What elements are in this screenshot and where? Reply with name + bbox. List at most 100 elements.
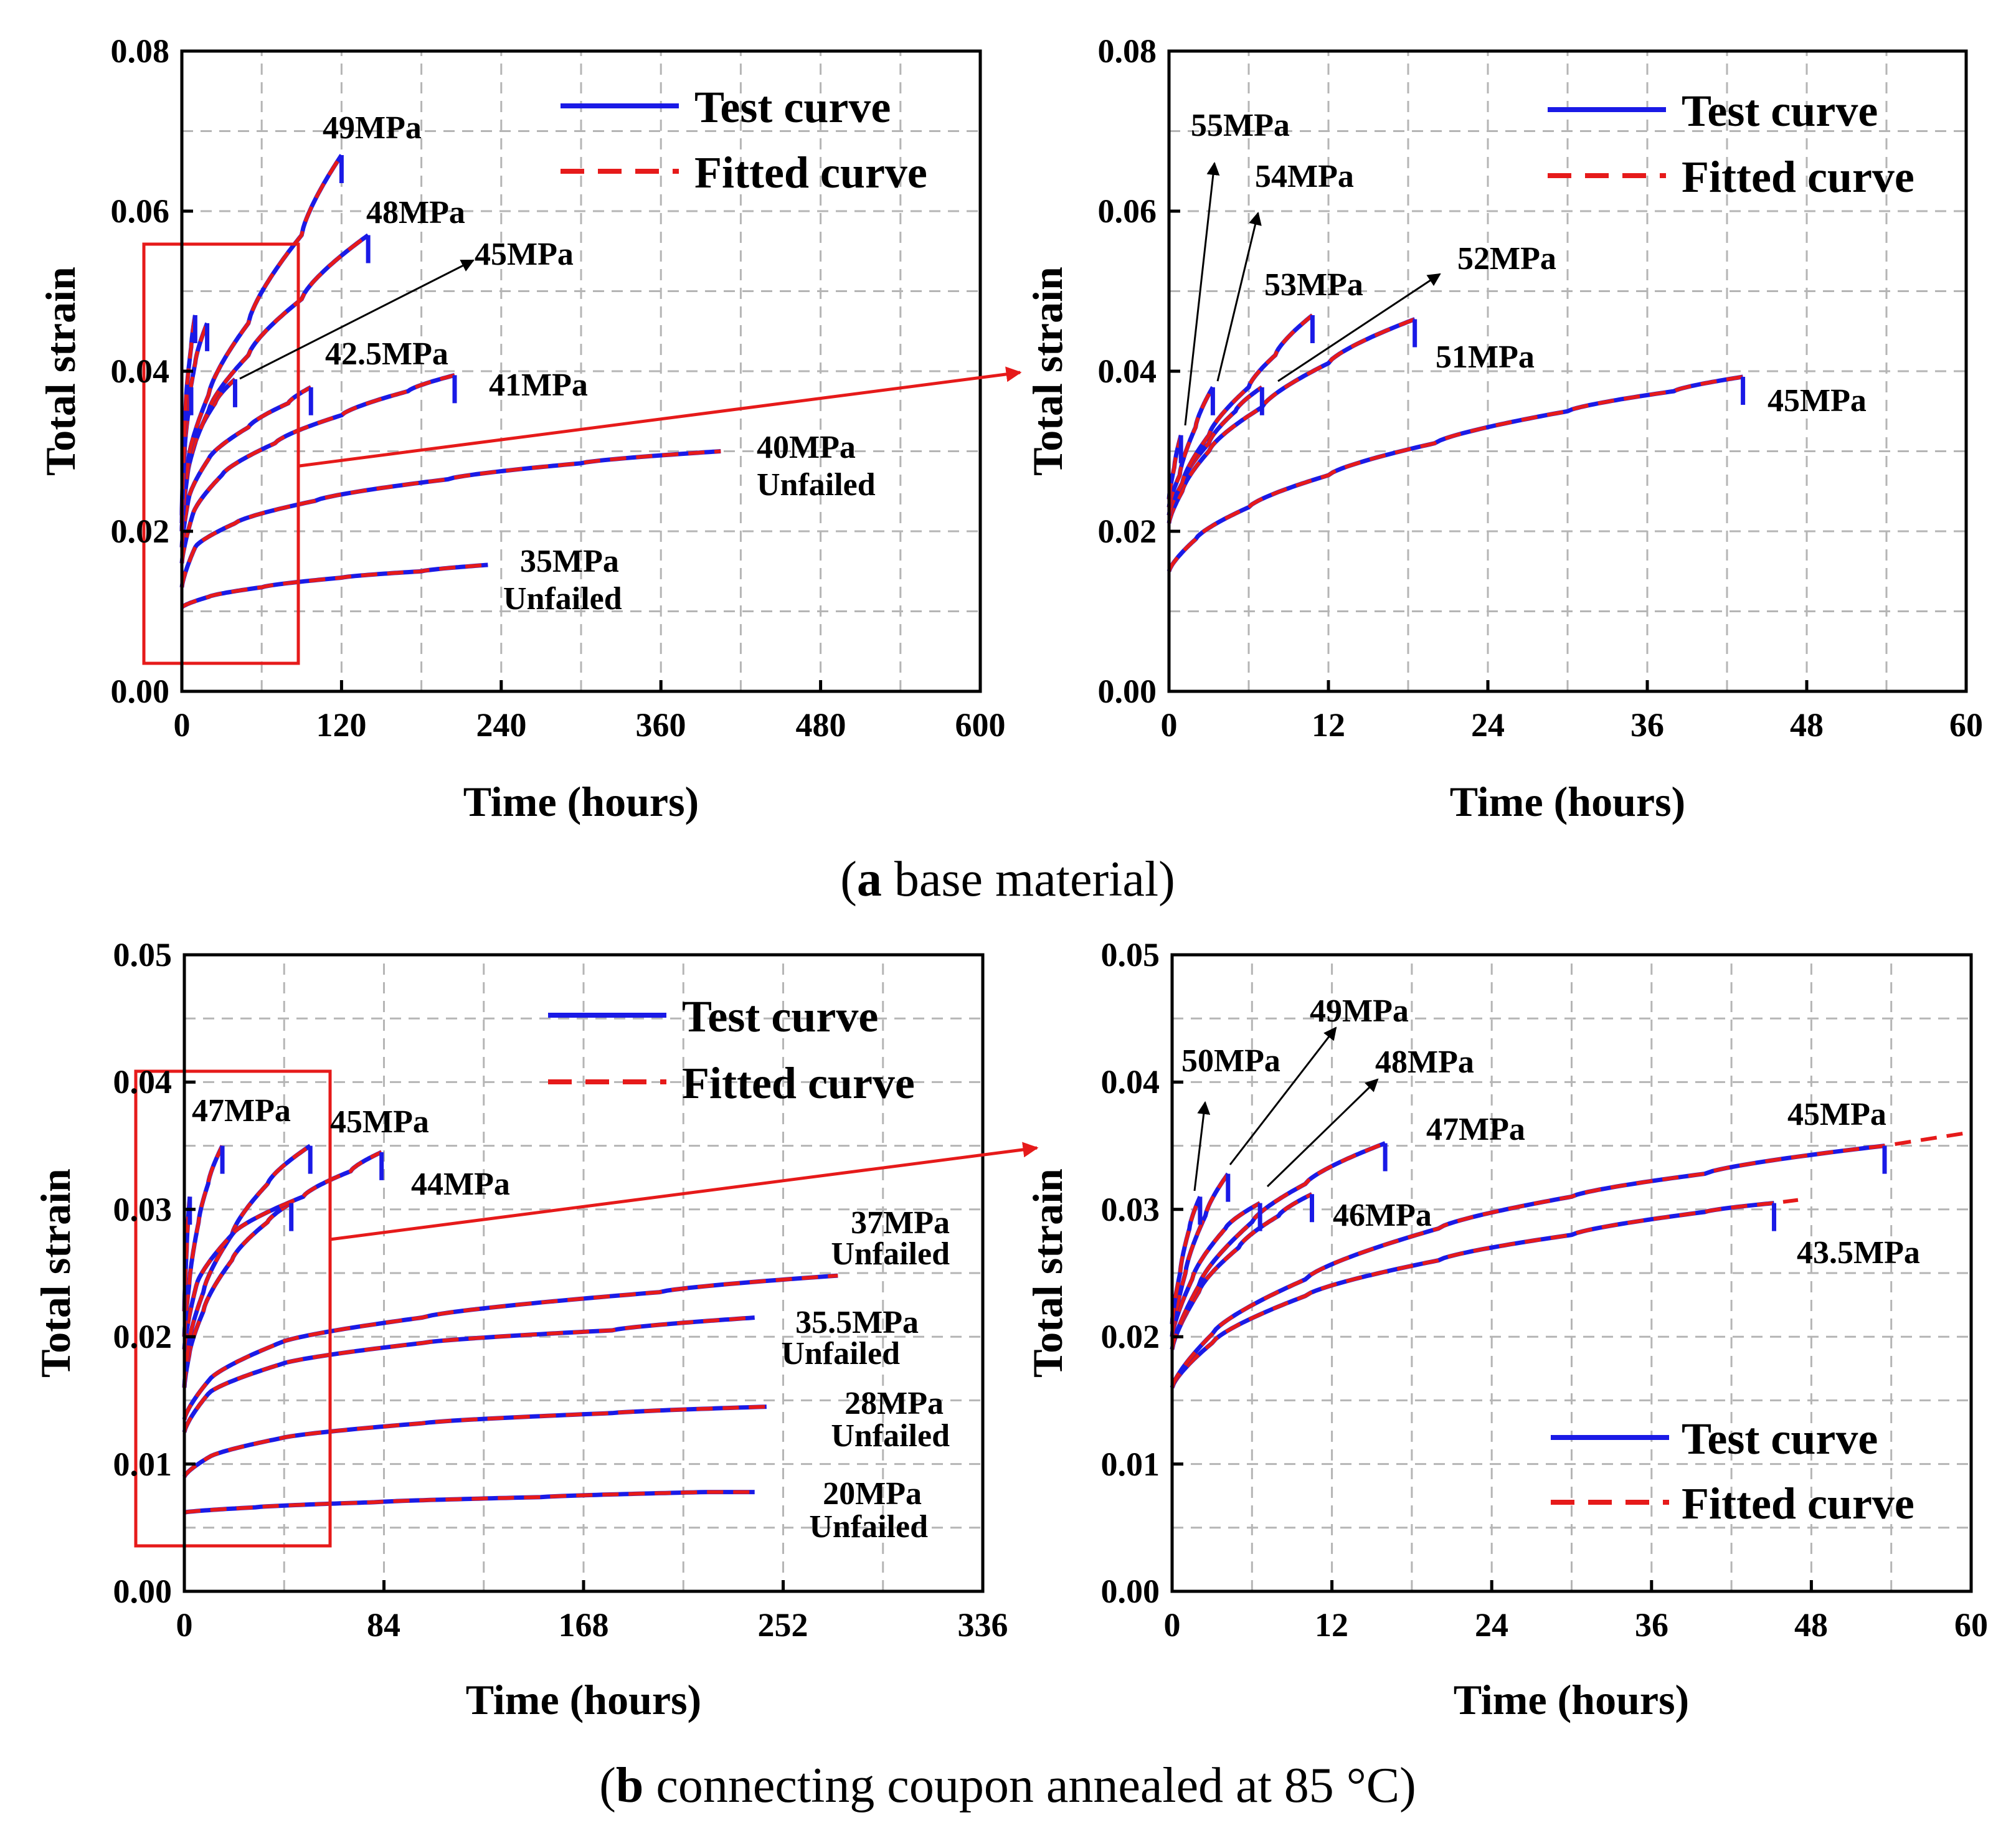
test-curve-45MPa [1167,374,1744,572]
data-label: Unfailed [781,1336,900,1371]
series-b-left [182,1144,838,1515]
y-tick-label: 0.02 [111,513,170,550]
legend-test-label: Test curve [1682,86,1878,136]
test-curve-45MPa [182,1144,312,1388]
x-axis-label: Time (hours) [466,1676,701,1723]
caption-a-letter: a [857,852,882,907]
y-tick-label: 0.06 [1098,192,1157,230]
fitted-curve-41MPa [180,373,455,564]
zoom-box-a-left [142,242,300,665]
ticks-a-left [180,49,982,693]
fitted-curve-35MPa [181,563,488,609]
fitted-curve-55MPa [1167,435,1183,500]
y-tick-label: 0.05 [1101,936,1160,973]
y-axis-label: Total strain [1024,1168,1071,1378]
data-label: Unfailed [809,1509,928,1545]
fitted-curve-52MPa [1167,386,1264,516]
legend-fitted-label: Fitted curve [1682,1479,1914,1528]
fitted-curve-37MPa [182,1274,838,1420]
y-tick-label: 0.03 [1101,1191,1160,1228]
failure-ticks-a-left [189,155,457,415]
x-tick-label: 48 [1794,1606,1828,1644]
annotation-arrow [1229,1026,1337,1165]
data-label: 35.5MPa [795,1305,919,1340]
x-tick-label: 240 [476,706,527,744]
fitted-curve-49MPa [1170,1172,1230,1337]
y-tick-label: 0.01 [1101,1446,1160,1483]
data-label: 49MPa [1310,993,1409,1029]
data-label: 37MPa [851,1205,950,1241]
data-label: 44MPa [411,1167,510,1202]
y-tick-label: 0.00 [113,1573,173,1610]
failure-ticks-b-right [1198,1143,1887,1231]
caption-b-text: connecting coupon annealed at 85 °C [643,1758,1399,1813]
test-curve-51MPa [1167,317,1416,524]
x-tick-label: 48 [1790,706,1824,744]
fitted-curve-54MPa [1167,386,1214,508]
x-axis-label: Time (hours) [1454,1676,1689,1723]
y-tick-label: 0.00 [1098,673,1157,710]
x-tick-label: 0 [176,1606,193,1644]
data-label: 55MPa [1191,108,1290,143]
zoom-arrow-a [299,366,1022,468]
test-curve-35MPa [180,562,488,609]
x-tick-label: 12 [1315,1606,1348,1644]
data-label: 53MPa [1264,267,1363,303]
caption-a-text: base material [882,852,1158,907]
x-tick-label: 24 [1471,706,1505,744]
x-tick-label: 60 [1954,1606,1988,1644]
legend-test-label: Test curve [1682,1414,1878,1464]
x-tick-label: 480 [796,706,846,744]
x-tick-label: 168 [559,1606,609,1644]
y-axis-label: Total strain [1024,267,1071,476]
y-tick-label: 0.00 [111,673,170,710]
test-curve-47MPa [1170,1141,1386,1350]
test-curve-43.5MPa [1170,1201,1774,1389]
x-tick-label: 60 [1949,706,1983,744]
data-label: 46MPa [1333,1198,1432,1233]
x-tick-label: 360 [636,706,686,744]
x-tick-label: 0 [1164,1606,1181,1644]
test-curve-37MPa [182,1273,838,1421]
data-label: 40MPa [757,430,856,465]
data-label: 54MPa [1255,159,1354,194]
y-axis-label: Total strain [32,1168,79,1378]
annotation-arrow [1193,1101,1211,1191]
annotation-arrow [1277,273,1441,382]
x-tick-label: 600 [955,706,1006,744]
legend-test-label: Test curve [682,992,878,1041]
fitted-curve-40MPa [180,449,721,588]
fitted-curve-43.5MPa [1170,1198,1799,1389]
grid-b-right [1172,955,1971,1591]
fitted-curve-45MPa [182,1144,311,1388]
data-label: Unfailed [757,467,876,503]
test-curve-20MPa [184,1490,755,1515]
fitted-curve-46MPa [1170,1192,1313,1350]
y-tick-label: 0.04 [1098,353,1157,390]
legend-a-left: Test curve Fitted curve [561,82,927,197]
data-label: 45MPa [1787,1097,1886,1132]
data-label: 47MPa [192,1093,291,1129]
y-axis-label: Total strain [37,267,84,476]
ticks-b-right [1170,953,1973,1593]
y-tick-label: 0.03 [113,1191,173,1228]
y-tick-label: 0.08 [111,32,170,70]
zoom-box-b-left [134,1069,332,1548]
y-tick-label: 0.02 [113,1318,173,1355]
x-tick-label: 120 [316,706,367,744]
legend-fitted-label: Fitted curve [694,148,927,197]
series-a-right [1167,313,1744,572]
test-curve-44MPa [182,1150,383,1350]
x-tick-label: 336 [958,1606,1008,1644]
data-label: Unfailed [831,1418,950,1454]
x-tick-label: 0 [174,706,191,744]
x-axis-label: Time (hours) [1450,778,1685,825]
y-tick-label: 0.05 [113,936,173,973]
annotation-arrow [239,259,475,380]
legend-fitted-label: Fitted curve [682,1058,915,1108]
fitted-curve-47MPa [1170,1141,1386,1350]
series-b-right [1170,1130,1972,1389]
y-tick-label: 0.00 [1101,1573,1160,1610]
grid-b-left [184,955,983,1591]
